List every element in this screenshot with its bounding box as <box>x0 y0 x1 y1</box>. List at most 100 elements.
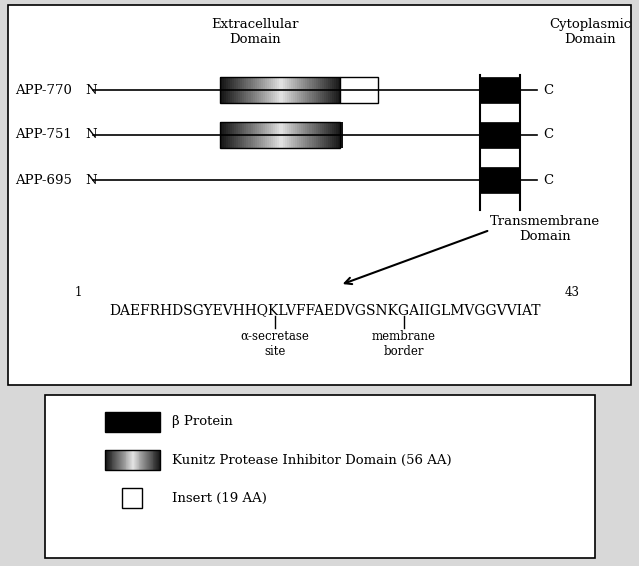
Bar <box>127 450 128 470</box>
Bar <box>148 450 150 470</box>
Bar <box>142 450 144 470</box>
Bar <box>155 450 156 470</box>
Bar <box>277 77 279 103</box>
Bar <box>157 450 158 470</box>
Bar <box>135 450 137 470</box>
Bar <box>228 77 231 103</box>
Bar <box>122 450 123 470</box>
Text: C: C <box>543 84 553 96</box>
Bar <box>147 450 148 470</box>
Bar <box>240 77 243 103</box>
Bar <box>129 450 130 470</box>
Bar <box>232 122 235 148</box>
Bar <box>275 122 277 148</box>
Bar <box>281 122 284 148</box>
Bar <box>122 488 142 508</box>
Bar <box>304 122 306 148</box>
Text: β Protein: β Protein <box>172 415 233 428</box>
Bar <box>299 77 302 103</box>
Bar <box>340 122 343 148</box>
Bar <box>297 122 300 148</box>
Bar <box>144 450 146 470</box>
Bar <box>242 77 245 103</box>
Bar <box>139 450 141 470</box>
Bar <box>244 122 247 148</box>
Bar <box>261 77 263 103</box>
Bar <box>226 122 229 148</box>
Bar <box>134 450 135 470</box>
Bar <box>108 450 109 470</box>
Bar <box>287 77 289 103</box>
Bar <box>271 77 273 103</box>
Bar <box>304 77 306 103</box>
Bar <box>254 122 257 148</box>
Bar <box>291 77 294 103</box>
Bar <box>289 77 291 103</box>
Bar <box>271 122 273 148</box>
Bar <box>105 412 160 432</box>
Bar <box>269 77 272 103</box>
Bar <box>312 122 314 148</box>
Bar <box>240 122 243 148</box>
Bar <box>285 77 288 103</box>
Bar <box>113 450 115 470</box>
Bar <box>263 122 265 148</box>
Text: N: N <box>85 128 96 142</box>
Bar <box>128 450 130 470</box>
Bar <box>220 77 222 103</box>
Bar <box>330 122 332 148</box>
Bar <box>307 77 310 103</box>
Bar <box>265 77 267 103</box>
Bar <box>305 122 308 148</box>
Bar <box>45 395 595 558</box>
Bar <box>252 77 255 103</box>
Bar <box>143 450 144 470</box>
Bar <box>250 77 253 103</box>
Text: α-secretase
site: α-secretase site <box>240 330 309 358</box>
Bar <box>254 77 257 103</box>
Bar <box>238 77 241 103</box>
Bar <box>291 122 294 148</box>
Bar <box>480 122 520 148</box>
Bar <box>116 450 118 470</box>
Bar <box>155 450 157 470</box>
Bar <box>153 450 155 470</box>
Text: N: N <box>85 174 96 187</box>
Bar <box>106 450 107 470</box>
Bar <box>247 77 249 103</box>
Bar <box>257 77 259 103</box>
Bar <box>328 122 330 148</box>
Bar <box>312 77 314 103</box>
Bar <box>220 77 340 103</box>
Bar <box>297 77 300 103</box>
Bar <box>314 77 316 103</box>
Bar <box>340 77 378 103</box>
Text: APP-770: APP-770 <box>15 84 72 96</box>
Bar <box>326 77 328 103</box>
Bar <box>259 77 261 103</box>
Bar <box>110 450 111 470</box>
Bar <box>328 77 330 103</box>
Bar <box>236 122 239 148</box>
Bar <box>321 122 324 148</box>
Bar <box>132 450 134 470</box>
Bar <box>480 167 520 193</box>
Bar <box>287 122 289 148</box>
Bar <box>118 450 119 470</box>
Bar <box>157 450 158 470</box>
Bar <box>224 77 227 103</box>
Bar <box>111 450 112 470</box>
Bar <box>135 450 136 470</box>
Bar <box>141 450 142 470</box>
Bar <box>309 77 312 103</box>
Bar <box>137 450 139 470</box>
Bar <box>279 77 282 103</box>
Bar <box>257 122 259 148</box>
Bar <box>117 450 119 470</box>
Bar <box>316 77 318 103</box>
Bar <box>224 122 227 148</box>
Bar <box>281 77 284 103</box>
Bar <box>137 450 138 470</box>
Bar <box>120 450 121 470</box>
Bar <box>150 450 151 470</box>
